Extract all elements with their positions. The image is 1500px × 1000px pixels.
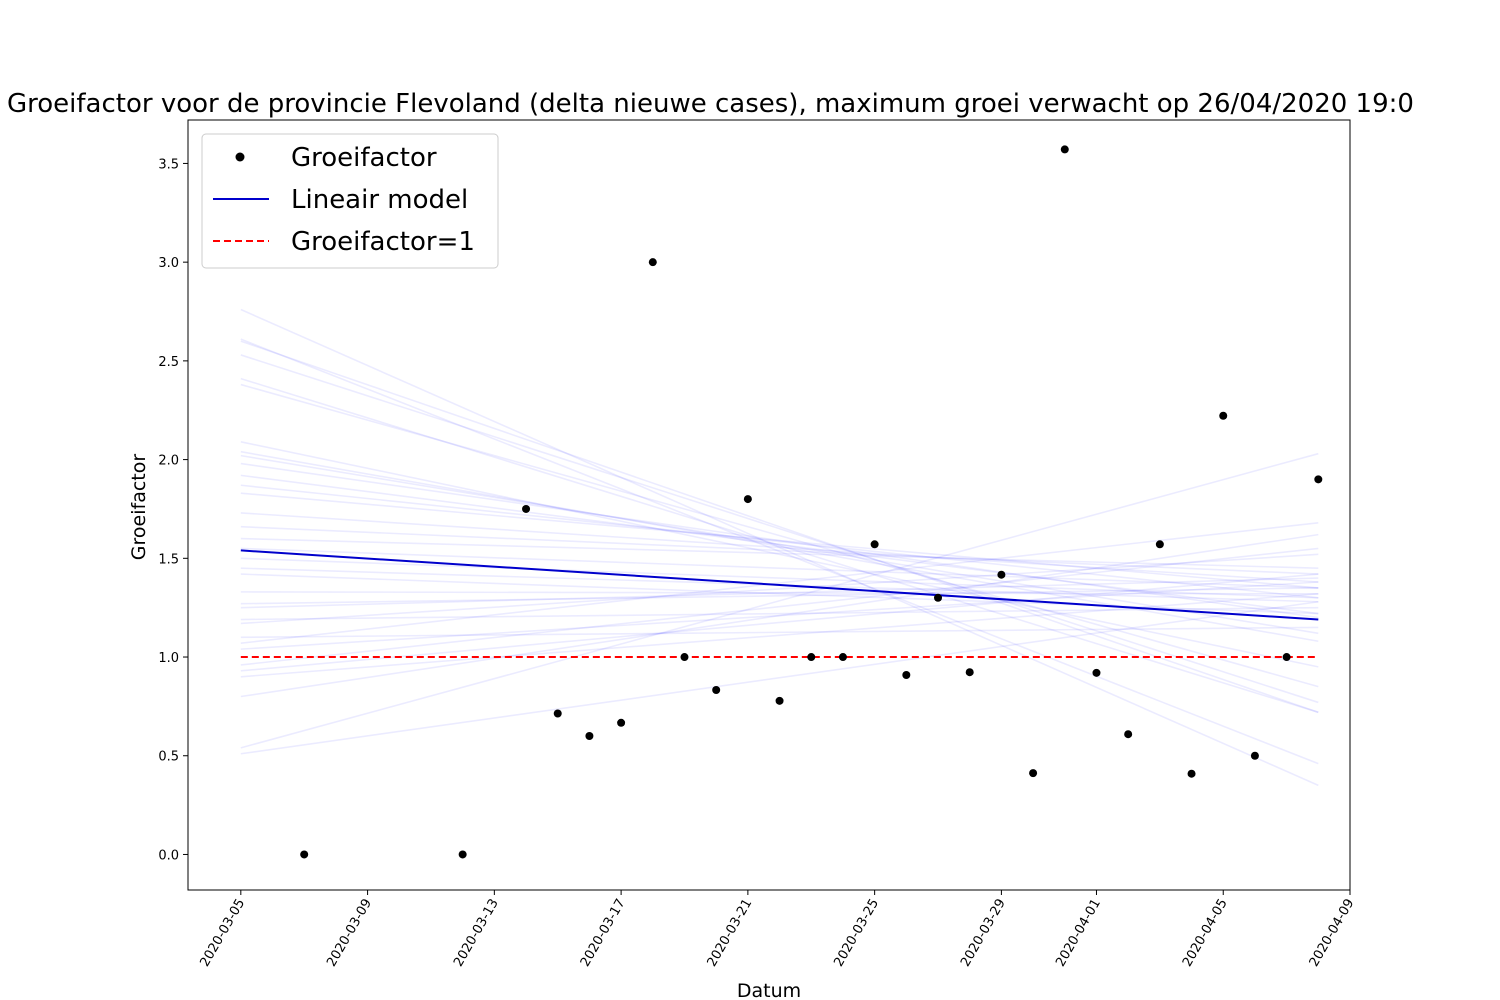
data-point: [585, 732, 594, 740]
x-axis: 2020-03-05 2020-03-09 2020-03-13 2020-03-17…: [198, 890, 1358, 970]
legend: Groeifactor Lineair model Groeifactor=1: [201, 133, 499, 269]
data-point: [807, 653, 816, 662]
data-point: [712, 685, 721, 694]
uncertainty-line: [240, 308, 1319, 787]
x-tick-label: 2020-03-13: [451, 897, 502, 970]
data-point: [680, 653, 689, 662]
uncertainty-line: [240, 338, 1319, 765]
data-point: [775, 696, 784, 705]
y-axis: 0.0 0.5 1.0 1.5 2.0 2.5 3.0 3.5: [158, 157, 188, 863]
data-point: [1250, 751, 1259, 760]
uncertainty-line: [240, 525, 1319, 575]
legend-marker: [235, 152, 245, 162]
y-tick-label: 2.5: [158, 355, 179, 370]
x-tick-label: 2020-03-21: [705, 897, 756, 970]
data-point: [553, 709, 562, 718]
data-point: [1060, 145, 1069, 154]
data-point: [300, 850, 309, 859]
uncertainty-line: [240, 450, 1319, 643]
x-tick-label: 2020-03-29: [958, 897, 1009, 970]
uncertainty-line: [240, 547, 1319, 589]
data-point: [743, 495, 752, 504]
data-point: [522, 504, 531, 513]
uncertainty-line: [240, 441, 1319, 668]
uncertainty-line: [240, 340, 1319, 714]
legend-label: Groeifactor=1: [291, 227, 475, 257]
uncertainty-line: [240, 383, 1319, 688]
y-tick-label: 2.0: [158, 454, 179, 469]
x-tick-label: 2020-04-01: [1053, 897, 1104, 970]
data-point: [1314, 475, 1323, 484]
data-point: [1155, 540, 1164, 549]
x-tick-label: 2020-04-05: [1180, 897, 1231, 970]
x-axis-label: Datum: [737, 980, 801, 1000]
uncertainty-line: [240, 581, 1319, 650]
data-point: [965, 668, 974, 677]
data-points: [300, 145, 1323, 859]
uncertainty-line: [240, 557, 1319, 599]
x-tick-label: 2020-03-05: [198, 897, 249, 970]
data-point: [1219, 411, 1228, 420]
data-point: [1029, 769, 1038, 778]
data-point: [458, 850, 467, 859]
uncertainty-line: [240, 600, 1319, 755]
data-point: [648, 258, 657, 267]
uncertainty-line: [240, 512, 1319, 583]
data-point: [838, 653, 847, 662]
uncertainty-line: [240, 626, 1319, 639]
y-axis-label: Groeifactor: [128, 454, 150, 561]
uncertainty-line: [240, 484, 1319, 599]
uncertainty-line: [240, 354, 1319, 704]
uncertainty-line: [240, 492, 1319, 589]
uncertainty-line: [240, 474, 1319, 615]
uncertainty-line: [240, 533, 1319, 698]
uncertainty-line: [240, 591, 1319, 595]
data-point: [997, 570, 1006, 579]
data-point: [870, 540, 879, 549]
data-point: [1092, 668, 1101, 677]
y-tick-label: 3.5: [158, 157, 179, 172]
data-point: [1124, 730, 1133, 739]
y-tick-label: 1.5: [158, 552, 179, 567]
uncertainty-line: [240, 587, 1319, 605]
legend-label: Lineair model: [291, 185, 468, 215]
y-tick-label: 0.0: [158, 848, 179, 863]
x-tick-label: 2020-03-25: [831, 897, 882, 970]
model-lines: [240, 549, 1319, 659]
data-point: [934, 593, 943, 602]
y-tick-label: 0.5: [158, 750, 179, 765]
uncertainty-line: [240, 452, 1319, 749]
uncertainty-line: [240, 573, 1319, 672]
uncertainty-line: [240, 454, 1319, 635]
data-point: [902, 670, 911, 679]
x-tick-label: 2020-04-09: [1307, 897, 1358, 970]
linear-model-line: [240, 549, 1319, 621]
chart-title: Groeifactor voor de provincie Flevoland …: [7, 89, 1414, 119]
legend-label: Groeifactor: [291, 143, 437, 173]
y-tick-label: 3.0: [158, 256, 179, 271]
data-point: [1282, 653, 1291, 662]
uncertainty-line: [240, 547, 1319, 666]
x-tick-label: 2020-03-17: [578, 897, 629, 970]
uncertainty-line: [240, 462, 1319, 619]
y-tick-label: 1.0: [158, 651, 179, 666]
plot-frame: [187, 119, 1351, 891]
data-point: [617, 718, 626, 727]
uncertainty-line: [240, 537, 1319, 569]
uncertainty-line: [240, 553, 1319, 625]
legend-box: [201, 133, 499, 269]
uncertainty-line: [240, 577, 1319, 609]
x-tick-label: 2020-03-09: [324, 897, 375, 970]
uncertainty-line: [240, 606, 1319, 621]
data-point: [1187, 769, 1196, 778]
uncertainty-line: [240, 521, 1319, 645]
